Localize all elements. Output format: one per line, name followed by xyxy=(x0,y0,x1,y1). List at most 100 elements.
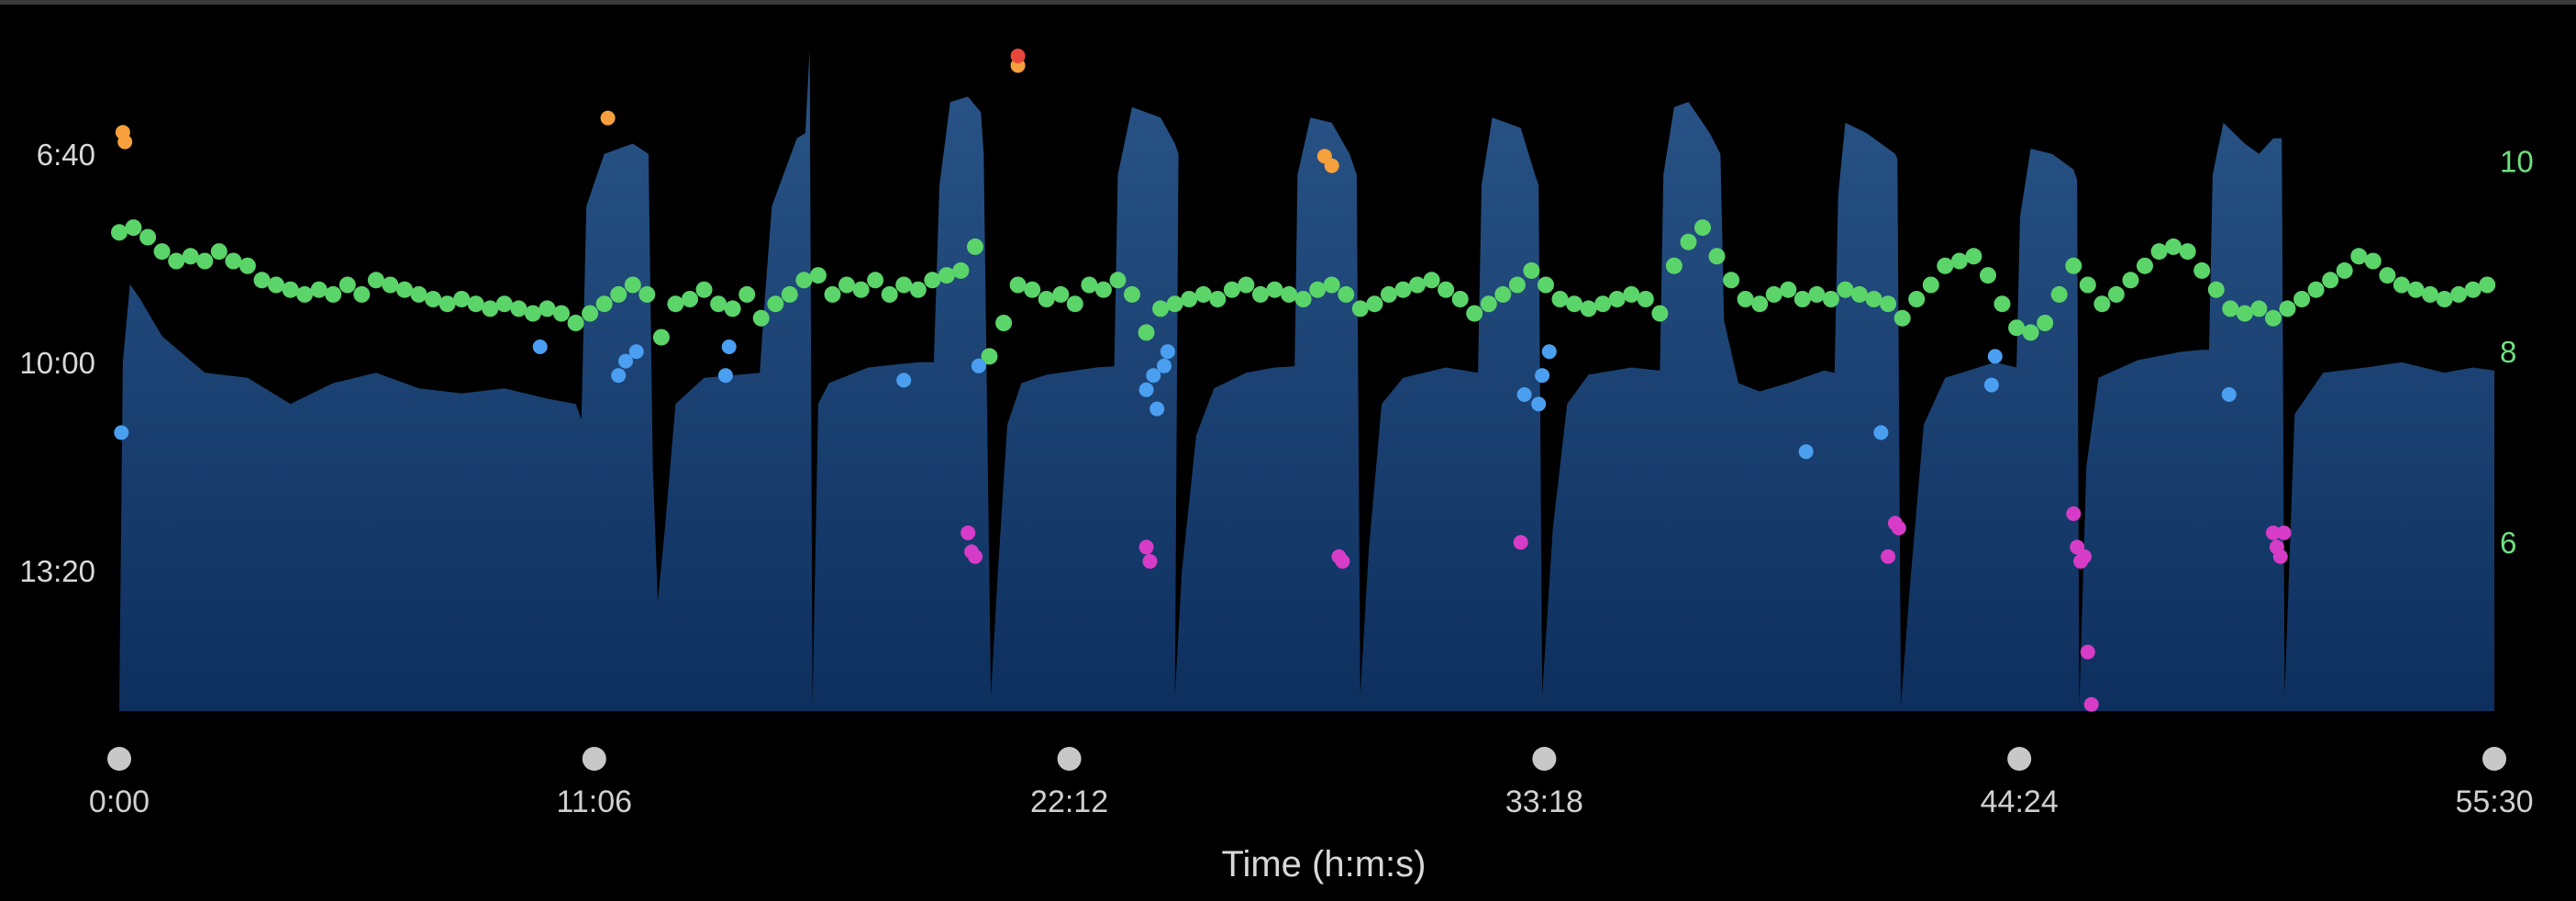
green-point xyxy=(2236,305,2253,322)
green-point xyxy=(1024,281,1041,298)
green-point xyxy=(1508,276,1526,294)
green-point xyxy=(1937,257,1954,274)
green-point xyxy=(795,272,813,289)
green-point xyxy=(1523,261,1540,279)
green-point xyxy=(1209,291,1227,307)
green-point xyxy=(1451,291,1469,307)
green-point xyxy=(1266,281,1283,298)
green-point xyxy=(225,252,242,270)
x-tick-label: 0:00 xyxy=(89,784,150,819)
green-point xyxy=(2293,291,2311,307)
green-point xyxy=(1194,285,1212,303)
right-tick-label: 6 xyxy=(2500,526,2516,560)
blue-point xyxy=(971,358,986,373)
green-point xyxy=(1694,219,1711,237)
green-point xyxy=(439,295,456,313)
blue-point xyxy=(1516,387,1532,402)
green-point xyxy=(2222,300,2239,317)
orange-point xyxy=(1324,158,1339,173)
x-tick-marker xyxy=(2482,747,2506,771)
green-point xyxy=(210,243,228,261)
blue-point xyxy=(1541,344,1557,360)
green-point xyxy=(453,291,471,307)
green-point xyxy=(2065,257,2082,274)
magenta-point xyxy=(2276,525,2292,540)
green-point xyxy=(1765,285,1782,303)
green-point xyxy=(995,315,1013,331)
green-point xyxy=(296,285,314,303)
green-point xyxy=(482,300,499,317)
green-point xyxy=(1893,309,1911,327)
green-point xyxy=(2379,267,2396,284)
blue-point xyxy=(1157,358,1171,373)
x-tick-label: 44:24 xyxy=(1981,784,2059,819)
green-point xyxy=(1038,291,1055,307)
green-point xyxy=(852,281,870,298)
green-point xyxy=(1808,285,1826,303)
x-tick-marker xyxy=(2007,747,2032,771)
green-point xyxy=(524,305,541,322)
green-point xyxy=(1366,295,1383,313)
green-point xyxy=(2037,315,2054,331)
green-point xyxy=(1494,285,1512,303)
green-point xyxy=(1751,295,1769,313)
green-point xyxy=(1908,291,1926,307)
left-tick-label: 6:40 xyxy=(37,138,95,172)
green-point xyxy=(1438,281,1455,298)
green-point xyxy=(2122,272,2139,289)
green-point xyxy=(367,272,384,289)
green-point xyxy=(111,224,128,241)
green-point xyxy=(2479,276,2496,294)
magenta-point xyxy=(1138,539,1154,555)
green-point xyxy=(1181,291,1198,307)
green-point xyxy=(967,238,983,255)
green-point xyxy=(153,243,171,261)
green-point xyxy=(582,305,599,322)
green-point xyxy=(909,281,927,298)
right-axis: 10 8 6 xyxy=(2500,144,2534,560)
x-tick-label: 11:06 xyxy=(557,784,633,819)
green-point xyxy=(1380,285,1397,303)
green-point xyxy=(2093,295,2111,313)
blue-point xyxy=(1987,349,2003,364)
green-point xyxy=(1594,295,1612,313)
green-point xyxy=(1851,285,1868,303)
green-point xyxy=(425,291,442,307)
green-point xyxy=(396,281,413,298)
green-point xyxy=(1294,291,1312,307)
green-point xyxy=(2307,281,2325,298)
magenta-point xyxy=(2272,549,2288,564)
green-point xyxy=(695,281,713,298)
green-point xyxy=(1066,295,1083,313)
green-point xyxy=(824,285,841,303)
green-point xyxy=(1109,272,1127,289)
green-point xyxy=(2464,281,2482,298)
green-point xyxy=(767,295,784,313)
green-point xyxy=(2150,243,2168,261)
green-point xyxy=(710,295,727,313)
green-point xyxy=(353,285,371,303)
left-tick-label: 10:00 xyxy=(19,346,95,380)
red-point xyxy=(1010,49,1026,63)
green-point xyxy=(1551,291,1569,307)
green-point xyxy=(339,276,356,294)
green-point xyxy=(1922,276,1939,294)
blue-point xyxy=(618,353,633,369)
green-point xyxy=(1480,295,1497,313)
green-point xyxy=(2393,276,2410,294)
blue-point xyxy=(1149,401,1165,417)
green-point xyxy=(638,285,656,303)
green-point xyxy=(2279,300,2296,317)
green-point xyxy=(924,272,941,289)
magenta-point xyxy=(968,549,983,564)
blue-point xyxy=(1531,396,1547,412)
green-point xyxy=(125,219,142,237)
green-point xyxy=(2436,291,2453,307)
green-point xyxy=(667,295,684,313)
green-point xyxy=(895,276,913,294)
green-point xyxy=(382,276,399,294)
green-point xyxy=(1580,300,1597,317)
pace-area xyxy=(119,50,2494,712)
